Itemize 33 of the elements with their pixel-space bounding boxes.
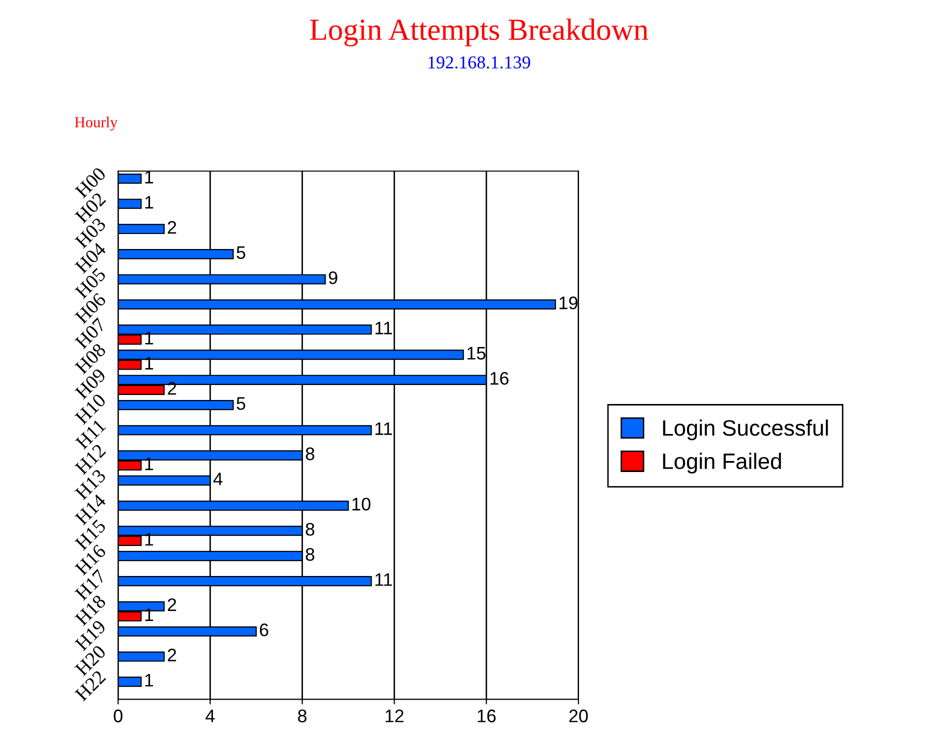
data-label: 5 xyxy=(236,397,246,410)
x-tick-label: 4 xyxy=(206,710,215,722)
data-label: 2 xyxy=(168,648,176,662)
data-label: 4 xyxy=(213,472,222,486)
data-label: 1 xyxy=(145,170,154,184)
data-label: 2 xyxy=(168,221,176,234)
chart-title: Login Attempts Breakdown xyxy=(310,18,648,46)
x-tick-label: 12 xyxy=(386,710,404,722)
data-label: 8 xyxy=(306,522,314,536)
data-label: 1 xyxy=(145,674,154,686)
data-label: 9 xyxy=(328,271,338,284)
x-tick-label: 8 xyxy=(298,710,306,722)
data-label: 16 xyxy=(490,372,508,385)
data-label: 1 xyxy=(145,196,154,208)
data-label: 5 xyxy=(236,246,246,259)
data-label: 10 xyxy=(352,498,370,511)
chart-subtitle: 192.168.1.139 xyxy=(428,56,530,69)
legend-label: Login Successful xyxy=(663,420,828,440)
x-tick-label: 0 xyxy=(114,710,122,722)
data-label: 19 xyxy=(560,296,578,310)
data-label: 11 xyxy=(375,422,392,435)
y-axis-title: Hourly xyxy=(74,116,118,131)
data-label: 8 xyxy=(306,548,314,561)
data-label: 1 xyxy=(145,332,154,344)
x-tick-label: 16 xyxy=(478,710,496,722)
legend-label: Login Failed xyxy=(663,452,781,474)
data-label: 2 xyxy=(168,598,176,611)
data-label: 11 xyxy=(375,573,392,586)
data-label: 15 xyxy=(468,346,486,360)
data-label: 6 xyxy=(260,624,268,636)
data-label: 8 xyxy=(306,447,314,460)
data-label: 11 xyxy=(375,322,392,334)
x-tick-label: 20 xyxy=(569,710,588,722)
